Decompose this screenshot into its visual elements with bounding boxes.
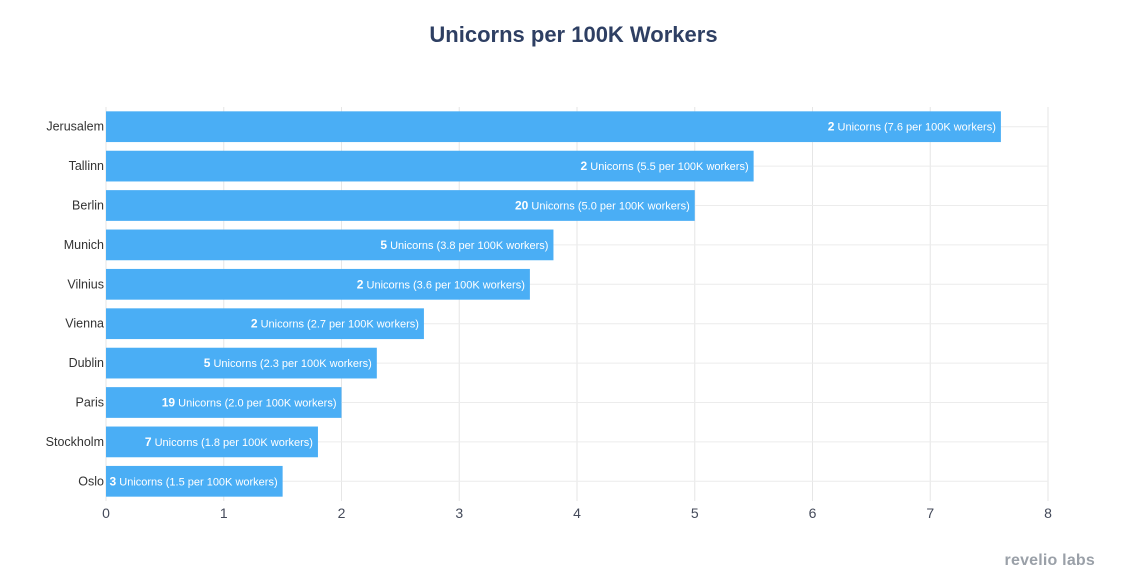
data-label-count: 5	[380, 238, 387, 252]
data-label-text: Unicorns (1.8 per 100K workers)	[152, 437, 313, 449]
data-label-text: Unicorns (5.0 per 100K workers)	[528, 201, 689, 213]
bar	[106, 347, 377, 379]
bar	[106, 111, 1001, 143]
labels-layer: Jerusalem 2 Unicorns (7.6 per 100K worker…	[46, 120, 996, 489]
x-tick-label: 3	[455, 505, 463, 521]
data-label-text: Unicorns (7.6 per 100K workers)	[834, 122, 995, 134]
bar	[106, 229, 554, 261]
bars-layer	[106, 111, 1001, 497]
data-label-text: Unicorns (2.7 per 100K workers)	[258, 319, 419, 331]
category-label: Vilnius	[67, 277, 104, 291]
data-label-count: 2	[828, 120, 835, 134]
category-label: Stockholm	[46, 435, 104, 449]
x-tick-label: 4	[573, 505, 581, 521]
data-label: 2 Unicorns (5.5 per 100K workers)	[581, 159, 749, 173]
data-label-count: 2	[251, 317, 258, 331]
data-label-count: 3	[110, 474, 117, 488]
data-label-text: Unicorns (2.3 per 100K workers)	[210, 358, 371, 370]
x-tick-label: 6	[809, 505, 817, 521]
data-label-count: 2	[357, 277, 364, 291]
data-label: 20 Unicorns (5.0 per 100K workers)	[515, 199, 690, 213]
data-label-text: Unicorns (2.0 per 100K workers)	[175, 398, 336, 410]
bar	[106, 190, 695, 221]
bar	[106, 426, 318, 458]
x-tick-label: 8	[1044, 505, 1052, 521]
chart-title: Unicorns per 100K Workers	[429, 22, 718, 47]
category-label: Paris	[76, 396, 104, 410]
data-label-text: Unicorns (3.8 per 100K workers)	[387, 240, 548, 252]
data-label-count: 20	[515, 199, 529, 213]
data-label-count: 7	[145, 435, 152, 449]
data-label: 5 Unicorns (2.3 per 100K workers)	[204, 356, 372, 370]
data-label: 2 Unicorns (7.6 per 100K workers)	[828, 120, 996, 134]
watermark-logo: revelio labs	[1004, 552, 1095, 569]
category-label: Oslo	[78, 474, 104, 488]
category-label: Vienna	[65, 317, 104, 331]
category-label: Tallinn	[69, 159, 104, 173]
data-label-count: 2	[581, 159, 588, 173]
bar	[106, 150, 754, 182]
category-label: Munich	[64, 238, 104, 252]
axis-layer: 0 1 2 3 4 5 6 7 8	[102, 505, 1052, 521]
x-tick-label: 0	[102, 505, 110, 521]
data-label-text: Unicorns (3.6 per 100K workers)	[363, 279, 524, 291]
data-label: 19 Unicorns (2.0 per 100K workers)	[162, 396, 337, 410]
x-tick-label: 7	[926, 505, 934, 521]
x-tick-label: 1	[220, 505, 228, 521]
category-label: Dublin	[69, 356, 104, 370]
data-label: 7 Unicorns (1.8 per 100K workers)	[145, 435, 313, 449]
data-label: 2 Unicorns (3.6 per 100K workers)	[357, 277, 525, 291]
data-label: 2 Unicorns (2.7 per 100K workers)	[251, 317, 419, 331]
bar	[106, 308, 424, 340]
bar	[106, 387, 342, 418]
data-label: 5 Unicorns (3.8 per 100K workers)	[380, 238, 548, 252]
category-label: Berlin	[72, 199, 104, 213]
category-label: Jerusalem	[46, 120, 104, 134]
x-tick-label: 2	[338, 505, 346, 521]
data-label-count: 19	[162, 396, 176, 410]
x-tick-label: 5	[691, 505, 699, 521]
data-label-text: Unicorns (5.5 per 100K workers)	[587, 161, 748, 173]
bar	[106, 268, 530, 300]
data-label-text: Unicorns (1.5 per 100K workers)	[116, 476, 277, 488]
data-label: 3 Unicorns (1.5 per 100K workers)	[110, 474, 278, 488]
data-label-count: 5	[204, 356, 211, 370]
bar	[106, 465, 283, 497]
